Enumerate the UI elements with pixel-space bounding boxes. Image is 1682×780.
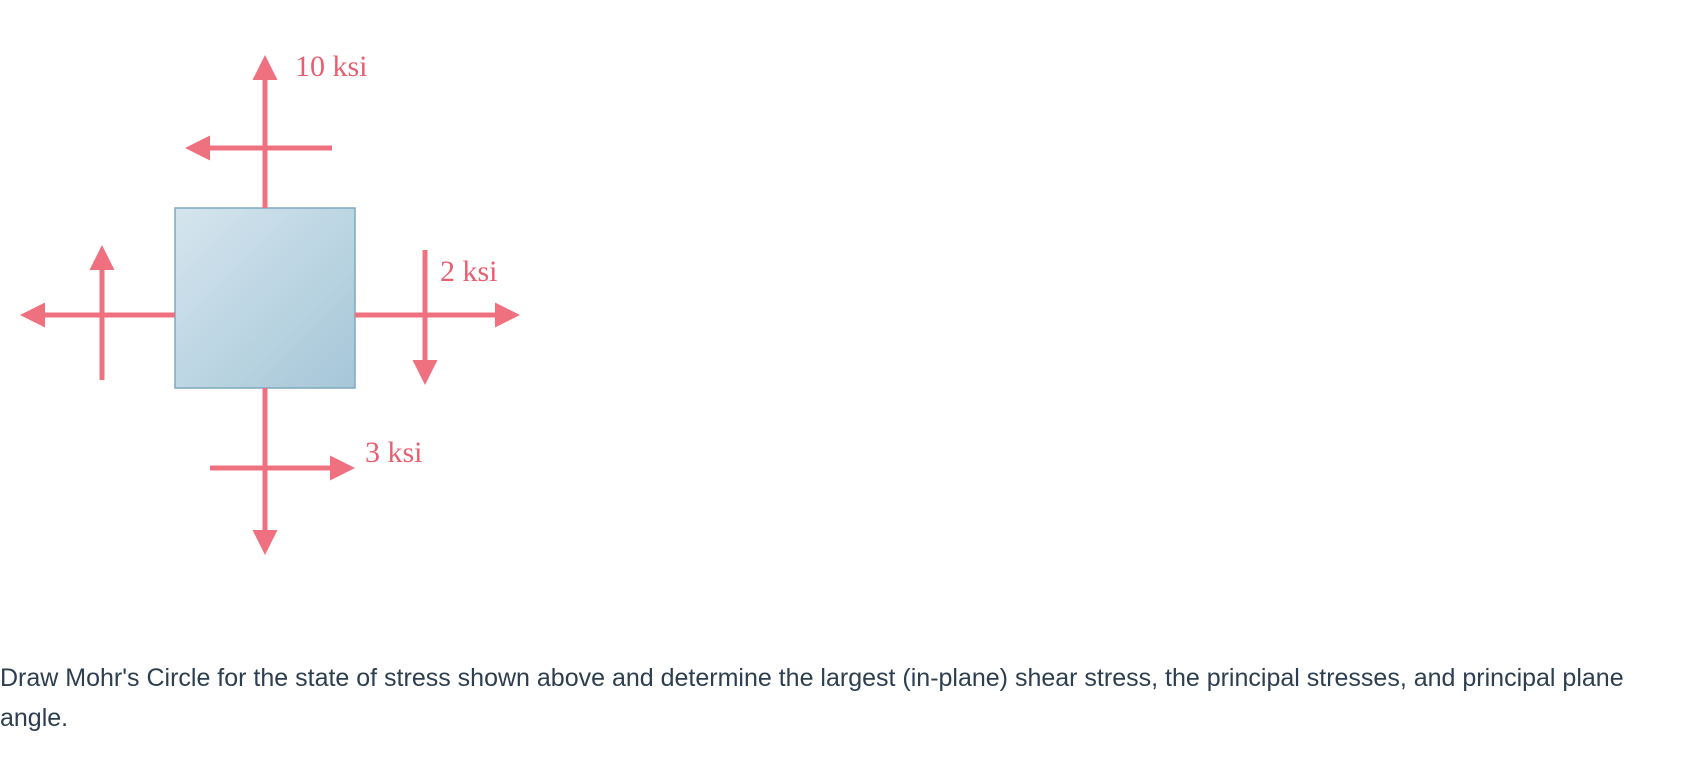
question-prompt: Draw Mohr's Circle for the state of stre…: [0, 658, 1682, 738]
stress-element-square: [175, 208, 355, 388]
label-tau-xy: 3 ksi: [365, 436, 423, 470]
stress-element-diagram: 10 ksi 2 ksi 3 ksi: [20, 30, 570, 610]
diagram-svg: [20, 30, 570, 610]
label-sigma-x: 2 ksi: [440, 255, 498, 289]
label-sigma-y: 10 ksi: [295, 50, 368, 84]
